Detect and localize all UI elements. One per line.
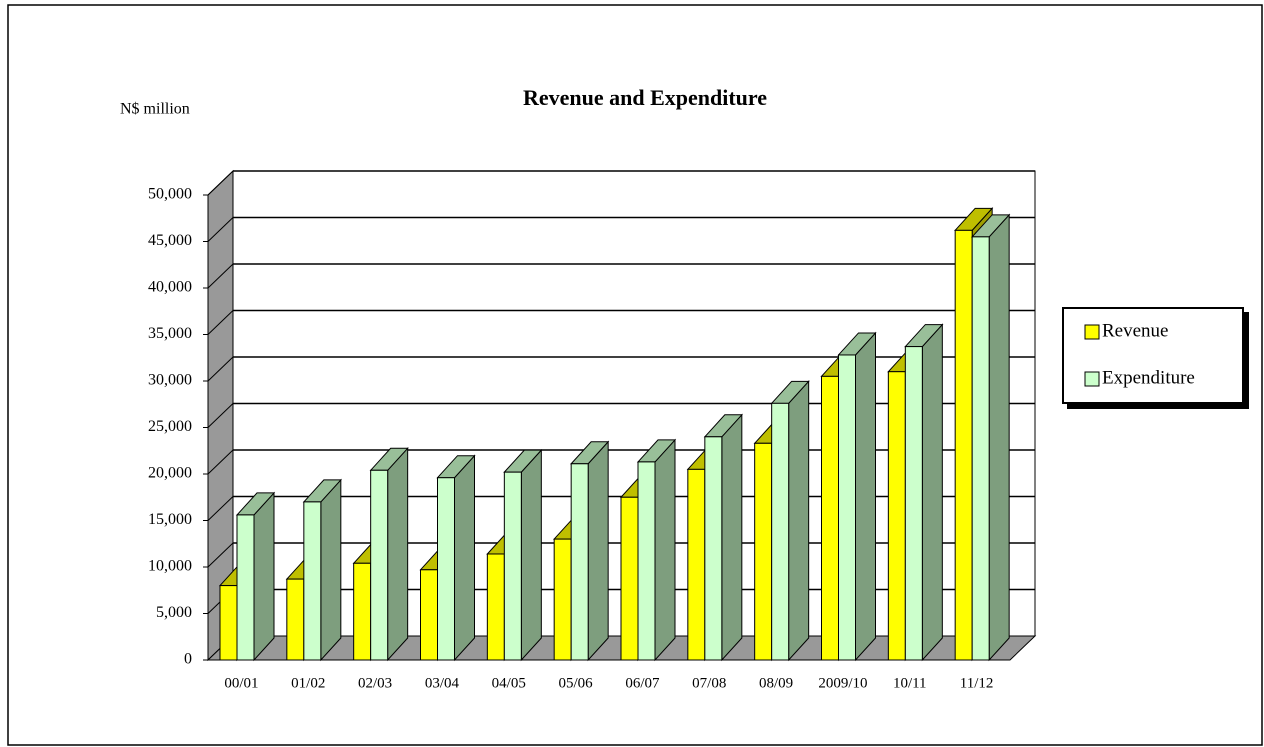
bar-front [286, 578, 305, 661]
bar [369, 446, 409, 662]
bar [837, 331, 877, 662]
bar-side [788, 380, 810, 662]
chart-title: Revenue and Expenditure [523, 85, 767, 110]
y-tick-label: 30,000 [148, 372, 192, 389]
bar-front [219, 585, 238, 661]
y-tick-label: 25,000 [148, 418, 192, 435]
bar-side [387, 446, 409, 662]
bar-side [855, 331, 876, 662]
bar-side [454, 454, 475, 662]
bar-front [954, 229, 973, 661]
bar-front [420, 569, 438, 661]
bar-front [704, 436, 723, 661]
bar-side [921, 323, 943, 662]
bar-front [553, 538, 572, 661]
bar-front [754, 442, 773, 661]
x-tick-label: 01/02 [291, 675, 325, 691]
bar-front [838, 354, 856, 661]
bar-front [236, 514, 255, 661]
y-tick-label: 35,000 [148, 325, 192, 342]
legend-label: Expenditure [1102, 367, 1195, 388]
y-axis-label: N$ million [120, 101, 190, 118]
x-tick-label: 08/09 [759, 675, 793, 691]
bar [971, 213, 1011, 662]
bar-front [353, 562, 372, 661]
bar-front [486, 553, 505, 661]
bar-side [253, 491, 275, 662]
grid-line-side [207, 217, 234, 242]
bar [302, 478, 342, 662]
grid-line-side [207, 403, 234, 428]
bar-front [771, 402, 790, 661]
grid-line-side [207, 310, 234, 335]
bar-front [904, 346, 923, 661]
y-tick-label: 50,000 [148, 186, 192, 203]
y-tick-label: 40,000 [148, 279, 192, 296]
grid-line-side [207, 542, 234, 568]
bar [570, 440, 610, 662]
x-tick-label: 02/03 [358, 675, 392, 691]
x-tick-label: 03/04 [425, 675, 460, 691]
legend-label: Revenue [1102, 320, 1168, 341]
bar [703, 413, 743, 662]
y-tick-label: 10,000 [148, 558, 192, 575]
x-tick-label: 11/12 [960, 675, 994, 691]
bar-side [721, 413, 743, 662]
legend-swatch [1084, 324, 1100, 340]
bar-front [503, 471, 522, 661]
x-tick-label: 04/05 [492, 675, 526, 691]
x-tick-label: 00/01 [224, 675, 258, 691]
x-tick-label: 05/06 [558, 675, 593, 691]
grid-line-side [207, 496, 234, 521]
bar-side [654, 438, 676, 662]
bar-front [370, 469, 389, 661]
x-tick-label: 10/11 [893, 675, 927, 691]
bar [904, 323, 944, 662]
bar-front [971, 236, 990, 661]
bar-side [587, 440, 609, 662]
x-tick-label: 2009/10 [818, 675, 867, 691]
y-tick-label: 20,000 [148, 465, 192, 482]
bar [503, 448, 543, 662]
bar-front [821, 375, 839, 661]
bar-front [637, 461, 656, 661]
bar [770, 380, 810, 662]
bar-front [437, 477, 455, 661]
x-tick-label: 07/08 [692, 675, 726, 691]
bar-front [887, 371, 906, 661]
bar-front [303, 501, 322, 661]
bar [436, 454, 476, 662]
bar-side [520, 448, 542, 662]
y-tick-label: 5,000 [156, 604, 192, 621]
bar-front [570, 463, 589, 661]
legend [1062, 307, 1244, 404]
bar [636, 438, 677, 662]
y-tick-label: 0 [184, 651, 192, 668]
y-tick-label: 15,000 [148, 511, 192, 528]
grid-line-side [207, 263, 234, 289]
bar-front [620, 496, 639, 661]
bar-side [320, 478, 342, 662]
legend-swatch [1084, 371, 1100, 387]
grid-line-side [207, 356, 234, 382]
bar-side [988, 213, 1010, 662]
bar [235, 491, 276, 662]
y-tick-label: 45,000 [148, 232, 192, 249]
x-tick-label: 06/07 [625, 675, 660, 691]
frame [7, 4, 1263, 746]
bar-front [687, 468, 706, 661]
grid-line-side [207, 170, 234, 196]
grid-line-side [207, 449, 234, 475]
